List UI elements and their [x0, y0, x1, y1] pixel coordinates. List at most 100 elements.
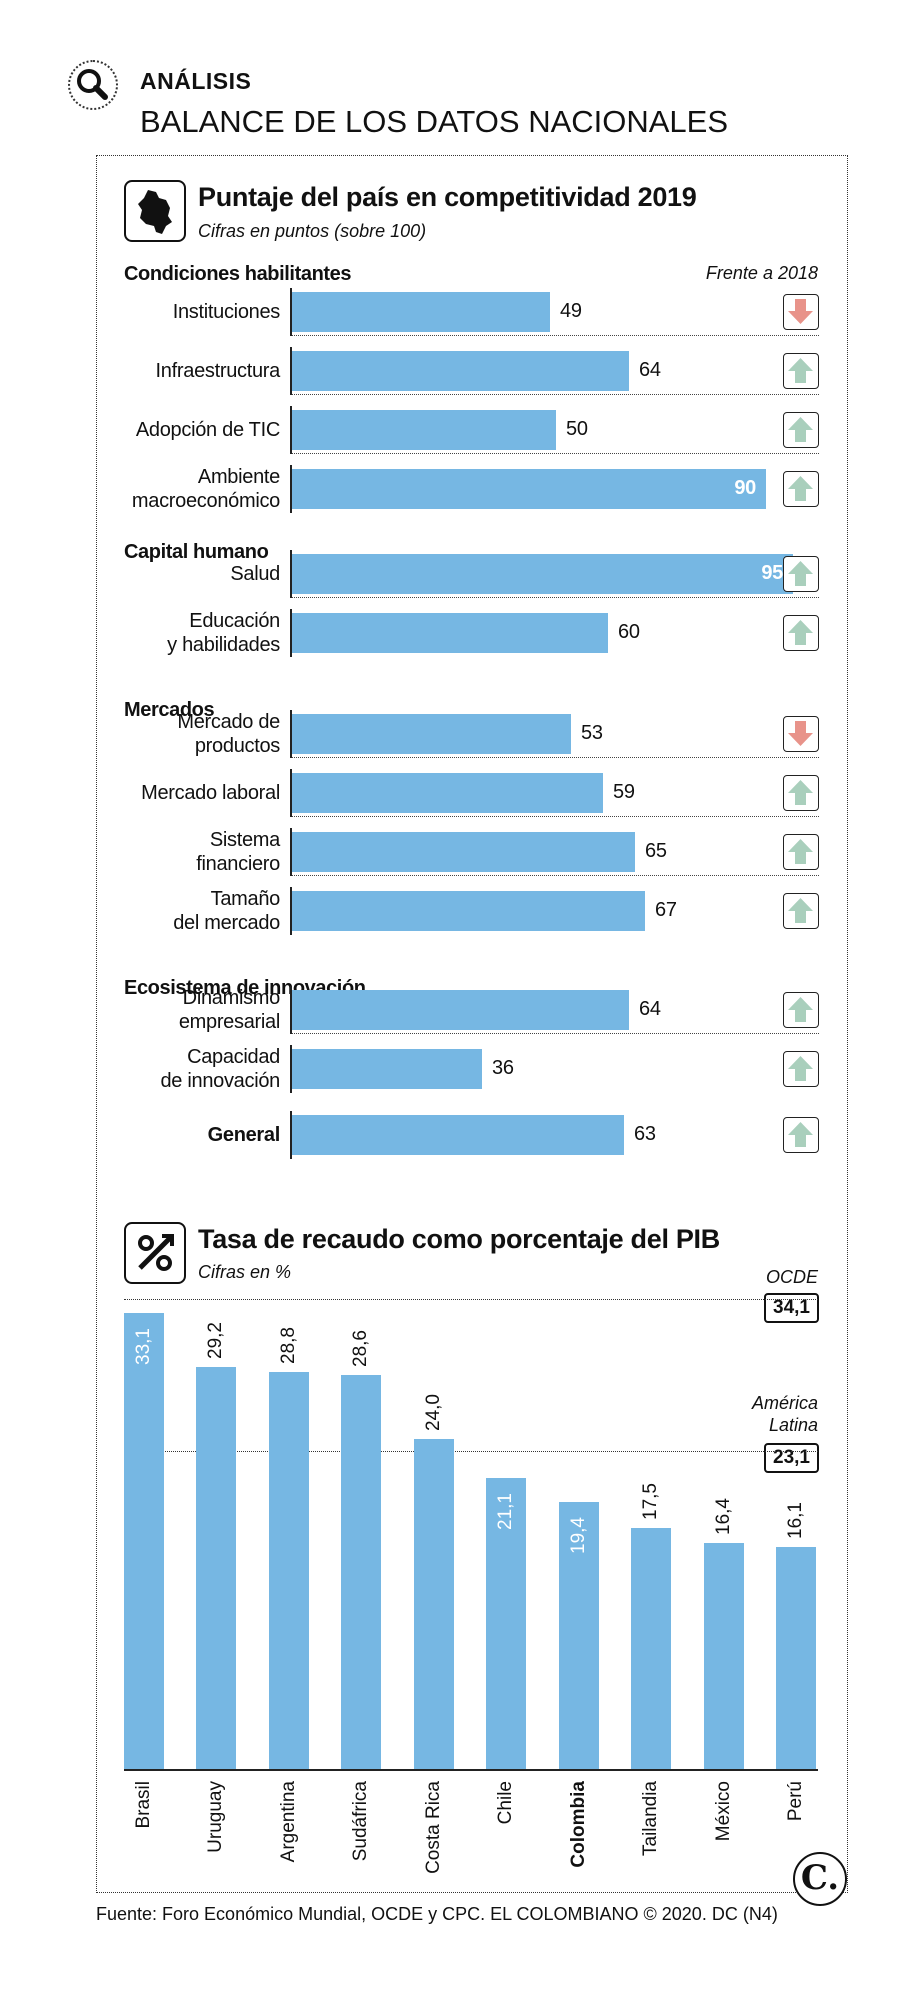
category-enabling: Condiciones habilitantes — [124, 263, 352, 285]
value-instituciones: 49 — [560, 300, 582, 322]
row-axis — [290, 1045, 292, 1093]
row-label-general: General — [207, 1124, 281, 1146]
row-axis — [290, 887, 292, 935]
row-separator — [292, 816, 819, 817]
bar-general — [292, 1115, 624, 1155]
x-label-uruguay: Uruguay — [205, 1781, 226, 1853]
value-educación-y-habilidades: 60 — [618, 621, 640, 643]
x-label-méxico: México — [713, 1781, 734, 1842]
row-separator — [292, 875, 819, 876]
trend-down-icon — [783, 716, 819, 752]
bar-méxico — [704, 1543, 744, 1769]
row-label-educación-y-habilidades: Educación y habilidades — [167, 610, 280, 656]
ocde-reference-name: OCDE — [765, 1267, 818, 1287]
bar-perú — [776, 1547, 816, 1769]
latam-name-line-1: América — [751, 1393, 818, 1413]
latam-name-line-2: Latina — [768, 1415, 818, 1435]
value-dinamismo-empresarial: 64 — [639, 998, 661, 1020]
row-separator — [292, 597, 819, 598]
trend-up-icon — [783, 471, 819, 507]
trend-up-icon — [783, 556, 819, 592]
row-separator — [292, 453, 819, 454]
row-label-dinamismo-empresarial: Dinamismo empresarial — [178, 987, 280, 1033]
value-uruguay: 29,2 — [205, 1322, 226, 1359]
row-label-infraestructura: Infraestructura — [155, 360, 281, 382]
value-colombia: 19,4 — [568, 1517, 589, 1554]
value-ambiente-macroeconómico: 90 — [734, 477, 756, 499]
category-markets: Mercados — [124, 699, 215, 721]
magnifier-icon — [77, 69, 108, 100]
competitiveness-subtitle: Cifras en puntos (sobre 100) — [198, 221, 427, 241]
value-chile: 21,1 — [495, 1493, 516, 1530]
bar-dinamismo-empresarial — [292, 990, 629, 1030]
row-axis — [290, 986, 292, 1034]
ocde-reference-line — [124, 1299, 818, 1300]
value-capacidad-de-innovación: 36 — [492, 1057, 514, 1079]
value-tamaño-del-mercado: 67 — [655, 899, 677, 921]
trend-up-icon — [783, 615, 819, 651]
row-axis — [290, 828, 292, 876]
row-label-salud: Salud — [230, 563, 280, 585]
bar-infraestructura — [292, 351, 629, 391]
row-axis — [290, 1111, 292, 1159]
x-label-argentina: Argentina — [278, 1781, 299, 1863]
row-label-adopción-de-tic: Adopción de TIC — [135, 419, 280, 441]
x-label-chile: Chile — [495, 1781, 516, 1825]
section-eyebrow: ANÁLISIS — [140, 68, 252, 94]
row-axis — [290, 710, 292, 758]
bar-capacidad-de-innovación — [292, 1049, 482, 1089]
x-label-colombia: Colombia — [568, 1781, 589, 1868]
row-axis — [290, 769, 292, 817]
bar-instituciones — [292, 292, 550, 332]
row-separator — [292, 1033, 819, 1034]
bar-mercado-de-productos — [292, 714, 571, 754]
bar-brasil — [124, 1313, 164, 1769]
row-separator — [292, 394, 819, 395]
bar-tailandia — [631, 1528, 671, 1769]
comparison-label: Frente a 2018 — [705, 263, 818, 283]
source-note: Fuente: Foro Económico Mundial, OCDE y C… — [96, 1904, 778, 1924]
magnifier-badge — [68, 60, 118, 110]
row-axis — [290, 406, 292, 454]
tax-x-axis — [124, 1769, 818, 1771]
row-label-instituciones: Instituciones — [172, 301, 281, 323]
latam-reference-value: 23,1 — [764, 1443, 819, 1473]
row-axis — [290, 609, 292, 657]
bar-costa-rica — [414, 1439, 454, 1769]
bar-sudáfrica — [341, 1375, 381, 1769]
value-adopción-de-tic: 50 — [566, 418, 588, 440]
value-sudáfrica: 28,6 — [350, 1330, 371, 1367]
value-tailandia: 17,5 — [640, 1483, 661, 1520]
value-sistema-financiero: 65 — [645, 840, 667, 862]
value-mercado-laboral: 59 — [613, 781, 635, 803]
latam-reference-line — [124, 1451, 818, 1452]
bar-salud — [292, 554, 793, 594]
value-infraestructura: 64 — [639, 359, 661, 381]
bar-educación-y-habilidades — [292, 613, 608, 653]
value-general: 63 — [634, 1123, 656, 1145]
page-headline: BALANCE DE LOS DATOS NACIONALES — [140, 104, 729, 139]
bar-mercado-laboral — [292, 773, 603, 813]
row-axis — [290, 550, 292, 598]
trend-up-icon — [783, 992, 819, 1028]
trend-up-icon — [783, 353, 819, 389]
value-argentina: 28,8 — [278, 1327, 299, 1364]
trend-up-icon — [783, 893, 819, 929]
tax-subtitle: Cifras en % — [198, 1262, 292, 1282]
bar-uruguay — [196, 1367, 236, 1769]
x-label-sudáfrica: Sudáfrica — [350, 1781, 371, 1862]
bar-argentina — [269, 1372, 309, 1769]
ocde-reference-value: 34,1 — [764, 1293, 819, 1323]
colombia-map-icon — [124, 180, 186, 242]
row-label-capacidad-de-innovación: Capacidad de innovación — [160, 1046, 280, 1092]
content-frame — [96, 155, 848, 1893]
trend-up-icon — [783, 412, 819, 448]
row-label-tamaño-del-mercado: Tamaño del mercado — [173, 888, 280, 934]
bar-colombia — [559, 1502, 599, 1769]
trend-up-icon — [783, 1051, 819, 1087]
x-label-brasil: Brasil — [133, 1781, 154, 1829]
trend-up-icon — [783, 1117, 819, 1153]
row-label-mercado-de-productos: Mercado de productos — [177, 711, 280, 757]
tax-title: Tasa de recaudo como porcentaje del PIB — [198, 1224, 720, 1254]
value-brasil: 33,1 — [133, 1328, 154, 1365]
